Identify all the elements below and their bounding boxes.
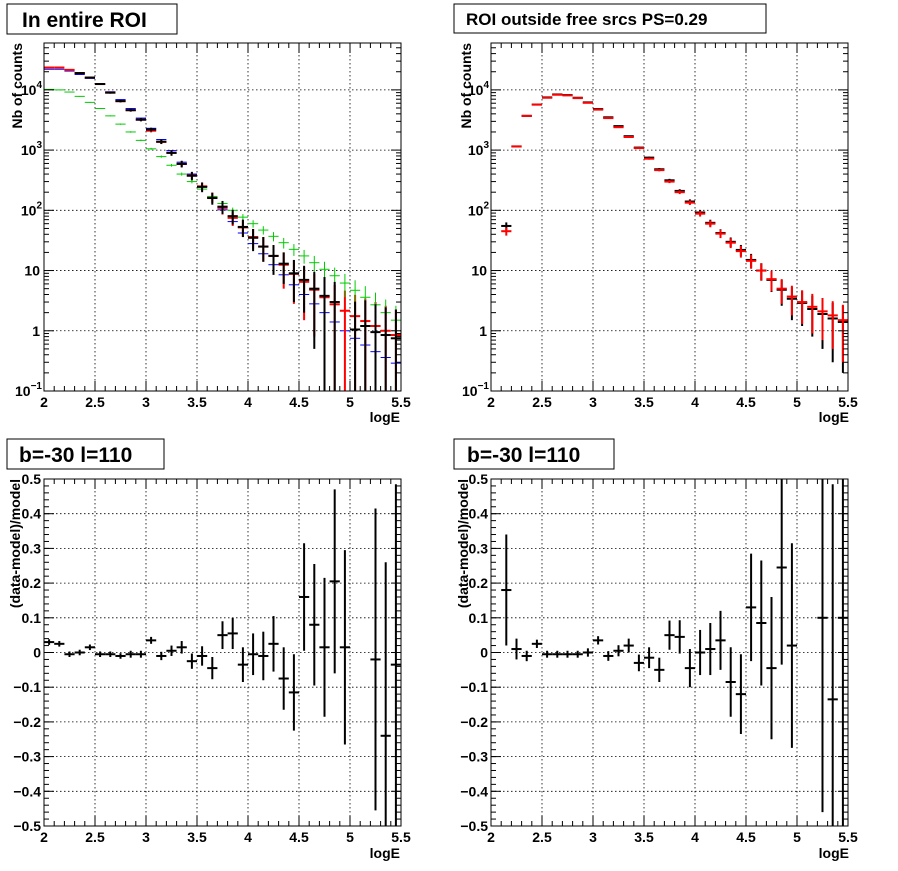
y-tick-label: −0.3 <box>460 749 488 765</box>
y-tick-label: 10−1 <box>15 381 42 399</box>
x-tick-label: 5.5 <box>838 829 858 845</box>
y-tick-label: 103 <box>468 140 490 158</box>
x-axis-label: logE <box>819 409 849 425</box>
panel-top-left: 2 2.5 3 3.5 4 4.5 5 5.5 10−1 1 10 102 103 104 In enti… <box>6 3 411 425</box>
y-axis-label: Nb of counts <box>9 43 25 129</box>
y-tick-label: 0.3 <box>22 540 42 556</box>
x-tick-label: 5 <box>346 394 354 410</box>
panel-bottom-left: 2 2.5 3 3.5 4 4.5 5 5.5 −0.5 −0.4 −0.3 −0.2 −0.1 0 0.1… <box>6 438 411 861</box>
x-tick-label: 4 <box>691 394 699 410</box>
y-tick-label: 0.5 <box>469 471 489 487</box>
y-tick-label: 103 <box>21 140 43 158</box>
y-tick-label: 102 <box>468 200 490 218</box>
y-tick-label: 0 <box>33 645 41 661</box>
x-tick-label: 4.5 <box>736 829 756 845</box>
x-tick-label: 5 <box>793 394 801 410</box>
x-axis-label: logE <box>819 845 849 861</box>
x-tick-label: 4.5 <box>736 394 756 410</box>
chart-title-box <box>453 438 615 470</box>
y-tick-label: −0.4 <box>460 783 488 799</box>
y-axis-label: Nb of counts <box>458 43 474 129</box>
x-axis-label: logE <box>370 409 400 425</box>
panel-top-right: 2 2.5 3 3.5 4 4.5 5 5.5 10−1 1 10 102 103 104 ROI out… <box>453 3 858 425</box>
y-tick-label: −0.1 <box>13 679 41 695</box>
x-tick-label: 4.5 <box>289 394 309 410</box>
y-tick-label: 0.2 <box>469 575 489 591</box>
y-axis-label: (data-model)/model <box>455 479 471 608</box>
x-tick-label: 4.5 <box>289 829 309 845</box>
chart-title: b=-30 l=110 <box>467 444 580 467</box>
y-tick-label: 10−1 <box>462 381 489 399</box>
x-tick-label: 2.5 <box>85 829 105 845</box>
chart-title: In entire ROI <box>22 9 147 32</box>
chart-title: ROI outside free srcs PS=0.29 <box>466 10 707 29</box>
y-tick-label: −0.5 <box>460 818 488 834</box>
x-tick-label: 5.5 <box>838 394 858 410</box>
chart-title-box <box>453 3 767 34</box>
y-tick-label: −0.2 <box>13 714 41 730</box>
y-tick-label: 1 <box>32 323 40 339</box>
y-tick-label: 104 <box>468 80 490 98</box>
x-tick-label: 2.5 <box>85 394 105 410</box>
y-tick-label: −0.5 <box>13 818 41 834</box>
y-tick-label: 10 <box>471 263 487 279</box>
y-tick-label: 0.4 <box>22 506 42 522</box>
y-tick-label: 0.2 <box>22 575 42 591</box>
y-tick-label: 0.5 <box>22 471 42 487</box>
x-tick-label: 3 <box>142 829 150 845</box>
x-tick-label: 5.5 <box>391 829 411 845</box>
x-tick-label: 2.5 <box>532 394 552 410</box>
y-tick-label: −0.1 <box>460 679 488 695</box>
x-tick-label: 3 <box>142 394 150 410</box>
x-tick-label: 3 <box>589 394 597 410</box>
series-1 <box>501 93 848 363</box>
x-tick-label: 2 <box>487 829 495 845</box>
series-3 <box>74 72 401 391</box>
x-tick-label: 3.5 <box>634 829 654 845</box>
x-tick-label: 4 <box>244 829 252 845</box>
plot-frame <box>490 42 849 392</box>
x-tick-label: 4 <box>691 829 699 845</box>
x-tick-label: 3.5 <box>187 394 207 410</box>
x-tick-label: 2.5 <box>532 829 552 845</box>
series-0 <box>44 484 401 826</box>
x-tick-label: 5 <box>346 829 354 845</box>
y-tick-label: −0.3 <box>13 749 41 765</box>
x-tick-label: 2 <box>40 829 48 845</box>
chart-title-box <box>6 438 165 470</box>
y-tick-label: 1 <box>479 323 487 339</box>
x-tick-label: 4 <box>244 394 252 410</box>
plot-frame <box>43 42 402 392</box>
x-axis-label: logE <box>370 845 400 861</box>
x-tick-label: 5 <box>793 829 801 845</box>
x-tick-label: 3.5 <box>634 394 654 410</box>
y-tick-label: 10 <box>24 263 40 279</box>
y-tick-label: 104 <box>21 80 43 98</box>
chart-title-box <box>6 3 178 35</box>
y-tick-label: −0.4 <box>13 783 41 799</box>
y-tick-label: 0.4 <box>469 506 489 522</box>
x-tick-label: 2 <box>487 394 495 410</box>
y-tick-label: 0 <box>480 645 488 661</box>
x-tick-label: 5.5 <box>391 394 411 410</box>
y-tick-label: −0.2 <box>460 714 488 730</box>
x-tick-label: 3.5 <box>187 829 207 845</box>
chart-title: b=-30 l=110 <box>19 444 132 467</box>
x-tick-label: 2 <box>40 394 48 410</box>
y-tick-label: 0.1 <box>22 610 42 626</box>
y-tick-label: 0.1 <box>469 610 489 626</box>
y-axis-label: (data-model)/model <box>7 479 23 608</box>
panel-bottom-right: 2 2.5 3 3.5 4 4.5 5 5.5 −0.5 −0.4 −0.3 −0.2 −0.1 0 0.1… <box>453 438 858 861</box>
y-tick-label: 0.3 <box>469 540 489 556</box>
y-tick-label: 102 <box>21 200 43 218</box>
x-tick-label: 3 <box>589 829 597 845</box>
